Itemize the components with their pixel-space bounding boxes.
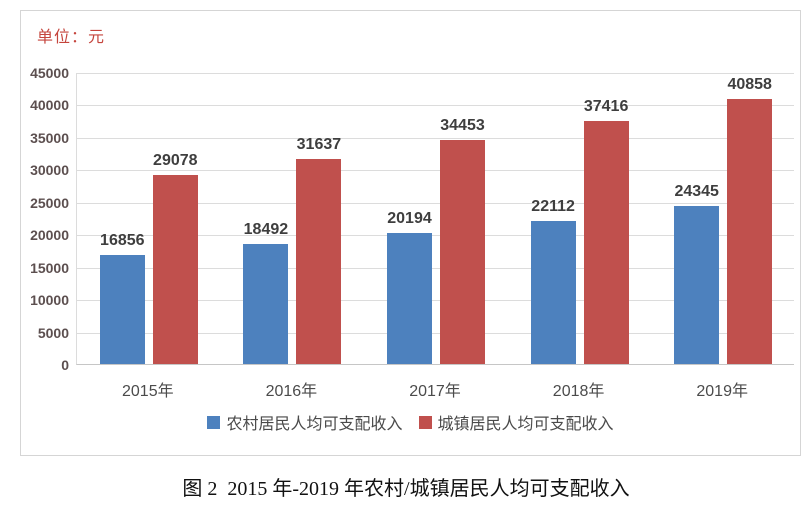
gridline (77, 202, 794, 204)
bar-urban-2016年 (296, 158, 342, 364)
x-tick-label: 2019年 (696, 383, 748, 400)
legend-item-rural: 农村居民人均可支配收入 (207, 410, 403, 434)
bar-value-label-rural-2016年: 18492 (243, 221, 289, 239)
x-tick-label: 2015年 (121, 383, 174, 400)
legend-label-urban: 城镇居民人均可支配收入 (437, 416, 614, 433)
gridline (77, 73, 794, 74)
bar-rural-2018年 (530, 220, 576, 364)
y-tick-label: 35000 (30, 129, 69, 146)
bar-urban-2015年 (152, 175, 198, 364)
figure-caption: 图 2 2015 年-2019 年农村/城镇居民人均可支配收入 (182, 478, 630, 500)
gridline (77, 300, 794, 302)
bar-value-label-urban-2019年: 40858 (727, 75, 772, 93)
bar-urban-2017年 (440, 140, 485, 364)
bar-value-label-rural-2019年: 24345 (674, 183, 719, 201)
y-tick-label: 40000 (30, 97, 69, 114)
legend-item-urban: 城镇居民人均可支配收入 (418, 410, 614, 434)
x-tick-label: 2016年 (265, 383, 318, 400)
bar-urban-2019年 (727, 98, 773, 364)
legend: 农村居民人均可支配收入 城镇居民人均可支配收入 (21, 411, 800, 433)
bar-rural-2017年 (387, 232, 432, 364)
plot-area: 16856 29078 18492 31637 20194 34453 22112 37416… (76, 73, 794, 365)
legend-label-rural: 农村居民人均可支配收入 (226, 416, 403, 433)
gridline (77, 137, 794, 139)
y-tick-label: 15000 (30, 259, 69, 276)
y-tick-label: 45000 (30, 65, 69, 81)
bar-value-label-urban-2015年: 29078 (153, 152, 198, 170)
bar-value-label-rural-2015年: 16856 (100, 231, 145, 249)
gridline (77, 332, 794, 334)
x-tick-label: 2018年 (552, 383, 605, 400)
y-axis-labels: 0 5000 10000 15000 20000 25000 30000 35000 40000… (21, 65, 69, 373)
x-tick-label: 2017年 (409, 383, 461, 400)
bar-rural-2015年 (99, 254, 145, 364)
bar-rural-2019年 (674, 206, 720, 364)
bar-urban-2018年 (583, 121, 629, 364)
bar-value-label-urban-2016年: 31637 (296, 135, 342, 153)
bar-value-label-urban-2018年: 37416 (583, 98, 629, 116)
y-tick-label: 20000 (30, 227, 69, 244)
gridline (77, 235, 794, 237)
legend-swatch-urban (418, 415, 432, 429)
y-tick-label: 0 (61, 357, 69, 373)
bar-value-label-rural-2017年: 20194 (387, 209, 432, 227)
bar-rural-2016年 (243, 244, 289, 364)
y-tick-label: 5000 (37, 324, 69, 341)
y-tick-label: 25000 (30, 194, 69, 211)
bar-value-label-rural-2018年: 22112 (531, 197, 575, 215)
gridline (77, 105, 794, 107)
x-axis-labels: 2015年 2016年 2017年 2018年 2019年 (76, 377, 794, 400)
y-tick-label: 10000 (30, 292, 69, 309)
gridline (77, 170, 794, 172)
gridline (77, 267, 794, 269)
y-tick-label: 30000 (30, 162, 69, 179)
unit-label: 单位：元 (37, 29, 106, 46)
legend-swatch-rural (207, 415, 221, 429)
chart-frame: 单位：元 0 5000 10000 15000 20000 25000 30000 35000… (20, 10, 801, 456)
bar-value-label-urban-2017年: 34453 (440, 117, 485, 135)
